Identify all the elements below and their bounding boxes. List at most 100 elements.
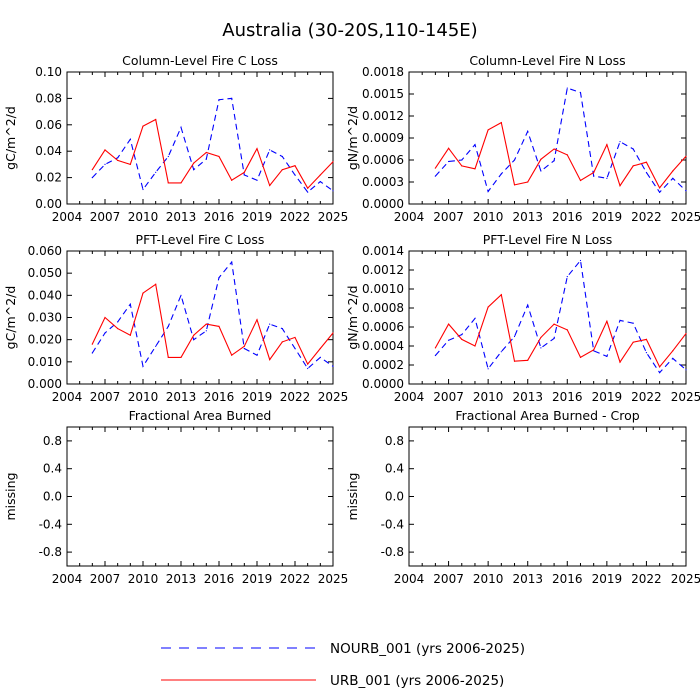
data-point xyxy=(513,360,516,362)
data-point xyxy=(319,174,321,176)
y-tick-label: 0.0008 xyxy=(362,301,404,315)
x-tick-label: 2025 xyxy=(671,390,700,404)
data-point xyxy=(632,322,634,324)
data-point xyxy=(218,325,220,327)
y-axis-label: gC/m^2/d xyxy=(3,106,18,170)
data-point xyxy=(527,304,529,306)
panel-6: Fractional Area Burned - Crop missing 2004… xyxy=(345,408,700,586)
data-point xyxy=(256,319,258,321)
x-tick-label: 2007 xyxy=(90,572,121,586)
data-point xyxy=(117,321,119,323)
data-point xyxy=(167,325,169,327)
y-tick-label: 0.0 xyxy=(385,490,404,504)
x-tick-label: 2007 xyxy=(90,390,121,404)
data-point xyxy=(645,171,648,174)
data-point xyxy=(91,343,93,345)
data-point xyxy=(500,122,502,124)
y-tick-label: 0.0 xyxy=(43,490,62,504)
y-tick-label: 0.060 xyxy=(28,244,62,258)
data-point xyxy=(606,144,608,146)
data-point xyxy=(307,187,309,189)
data-point xyxy=(205,151,207,154)
x-tick-label: 2013 xyxy=(166,390,197,404)
y-tick-label: 0.0002 xyxy=(362,358,404,372)
data-point xyxy=(593,349,595,351)
data-point xyxy=(672,177,674,179)
x-tick-label: 2019 xyxy=(242,210,273,224)
y-tick-label: 0.08 xyxy=(35,91,62,105)
data-point xyxy=(167,155,169,158)
data-point xyxy=(513,159,516,161)
x-tick-label: 2016 xyxy=(204,210,235,224)
data-point xyxy=(540,336,542,339)
data-point xyxy=(659,187,661,189)
y-tick-label: 0.00 xyxy=(35,197,62,211)
y-tick-label: 0.0012 xyxy=(362,109,404,123)
data-point xyxy=(129,163,131,165)
data-point xyxy=(685,333,687,335)
y-tick-label: 0.8 xyxy=(43,434,62,448)
data-point xyxy=(685,369,687,371)
data-point xyxy=(256,147,258,150)
data-point xyxy=(319,347,321,350)
data-point xyxy=(434,175,436,177)
series-line-urb xyxy=(91,118,334,190)
data-point xyxy=(104,149,106,151)
data-point xyxy=(218,99,220,101)
series-line-nourb xyxy=(434,87,687,194)
data-point xyxy=(193,339,195,341)
x-tick-label: 2025 xyxy=(671,572,700,586)
data-point xyxy=(104,316,106,319)
data-point xyxy=(332,332,334,334)
data-point xyxy=(167,356,169,358)
series-line-urb xyxy=(434,121,687,189)
data-point xyxy=(606,177,608,179)
x-tick-label: 2004 xyxy=(52,210,83,224)
x-tick-label: 2022 xyxy=(280,390,311,404)
data-point xyxy=(294,174,296,176)
x-tick-label: 2007 xyxy=(433,572,464,586)
x-tick-label: 2013 xyxy=(512,572,543,586)
y-tick-label: 0.0000 xyxy=(362,377,404,391)
y-tick-label: -0.8 xyxy=(381,545,404,559)
data-point xyxy=(540,158,542,160)
x-tick-label: 2016 xyxy=(552,572,583,586)
data-point xyxy=(579,356,582,358)
y-tick-label: 0.0003 xyxy=(362,175,404,189)
data-point xyxy=(461,334,463,336)
data-point xyxy=(579,259,582,262)
data-point xyxy=(332,365,334,367)
data-point xyxy=(461,338,463,340)
y-tick-label: 0.0006 xyxy=(362,320,404,334)
x-tick-label: 2010 xyxy=(473,572,504,586)
data-point xyxy=(645,338,648,340)
data-point xyxy=(129,303,131,305)
x-tick-label: 2025 xyxy=(318,572,349,586)
data-point xyxy=(659,366,661,368)
plot-frame xyxy=(66,250,334,385)
y-tick-label: -0.4 xyxy=(39,517,62,531)
data-point xyxy=(269,149,271,151)
data-point xyxy=(231,354,233,356)
panel-1: Column-Level Fire C Loss gC/m^2/d 2004 2007… xyxy=(3,53,348,224)
y-tick-label: 0.010 xyxy=(28,355,62,369)
data-point xyxy=(117,157,119,159)
data-point xyxy=(294,165,296,167)
data-point xyxy=(579,179,582,182)
panel-title: PFT-Level Fire C Loss xyxy=(136,232,265,247)
y-tick-label: 0.0004 xyxy=(362,339,404,353)
y-tick-label: 0.04 xyxy=(35,144,62,158)
data-point xyxy=(91,352,93,354)
data-point xyxy=(461,165,463,167)
y-tick-label: 0.4 xyxy=(385,462,404,476)
data-point xyxy=(243,171,245,173)
data-point xyxy=(434,347,436,349)
data-point xyxy=(606,355,608,358)
x-tick-label: 2010 xyxy=(473,210,504,224)
series-line-urb xyxy=(91,283,334,366)
x-tick-label: 2025 xyxy=(318,210,349,224)
x-tick-label: 2013 xyxy=(166,210,197,224)
x-tick-label: 2016 xyxy=(204,390,235,404)
data-point xyxy=(281,327,283,330)
data-point xyxy=(307,367,309,370)
